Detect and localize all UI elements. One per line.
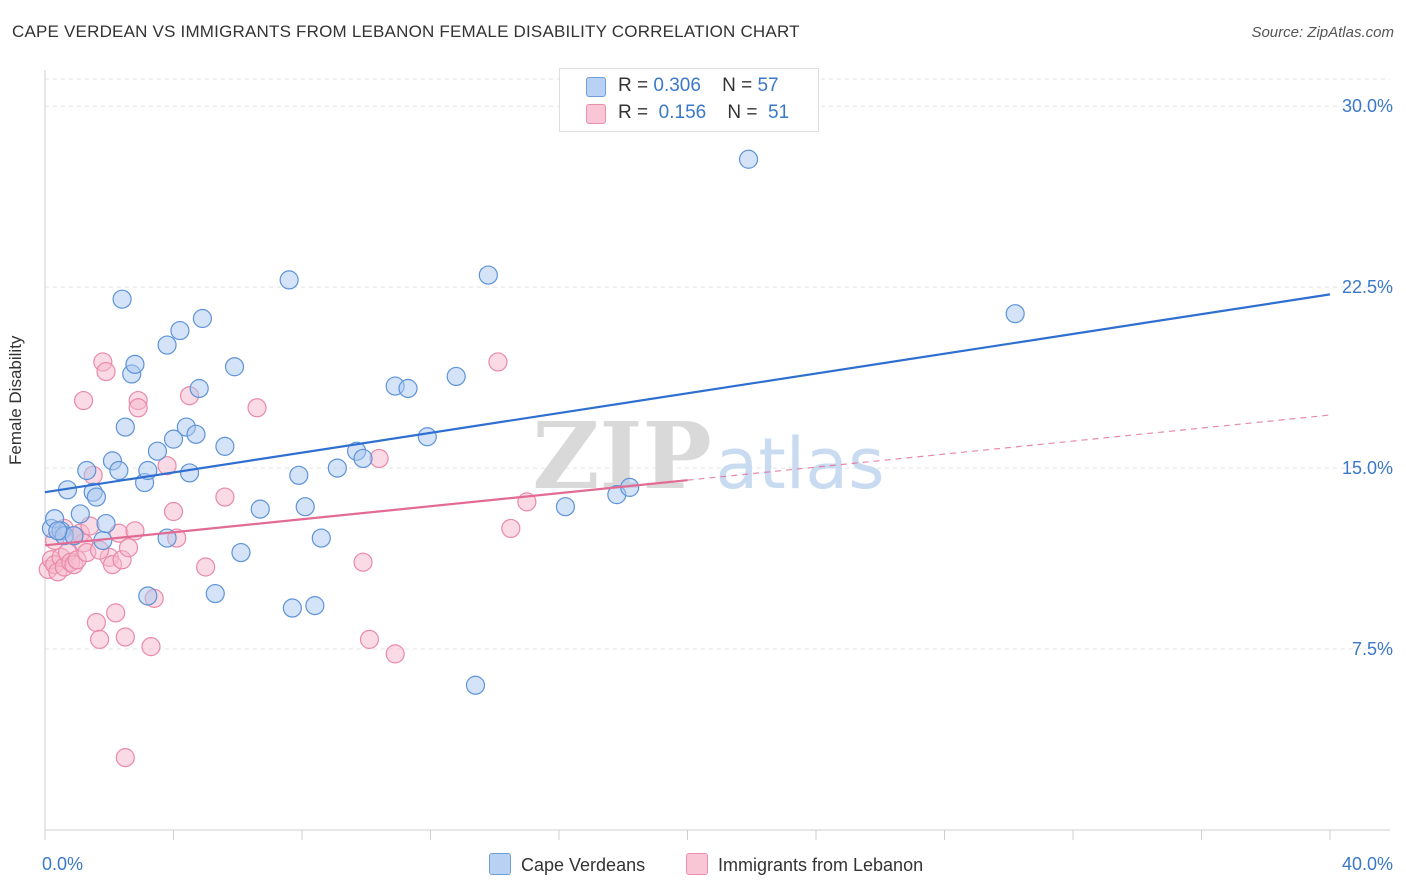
- capeverdean-point-11: [96, 513, 116, 534]
- legend-swatch-pink: [586, 104, 606, 124]
- lebanon-point-38: [353, 552, 373, 572]
- capeverdean-point-25: [170, 320, 190, 341]
- grid-lines: [45, 78, 1390, 650]
- lebanon-point-31: [157, 456, 177, 476]
- watermark-atlas: atlas: [715, 423, 884, 505]
- capeverdean-point-15: [115, 417, 135, 437]
- capeverdean-point-9: [86, 487, 107, 507]
- source-credit: Source: ZipAtlas.com: [1251, 24, 1394, 41]
- capeverdean-point-50: [478, 265, 498, 285]
- y-tick-label-1: 15.0%: [1342, 458, 1393, 478]
- lebanon-point-37: [247, 398, 267, 418]
- x-tick-label-start: 0.0%: [42, 854, 83, 874]
- capeverdean-point-54: [738, 149, 759, 169]
- bottom-legend-blue-label: Cape Verdeans: [521, 855, 646, 875]
- lebanon-point-42: [488, 352, 508, 372]
- chart-title: CAPE VERDEAN VS IMMIGRANTS FROM LEBANON …: [12, 22, 800, 41]
- blue-series-points: [41, 149, 1025, 695]
- lebanon-point-29: [141, 637, 161, 657]
- legend-pink-r-value: 0.156: [658, 102, 707, 123]
- lebanon-point-40: [369, 448, 389, 469]
- lebanon-point-36: [215, 487, 235, 507]
- capeverdean-point-38: [289, 465, 309, 485]
- capeverdean-point-49: [465, 675, 486, 695]
- capeverdean-trend-line: [44, 293, 1331, 494]
- capeverdean-point-24: [163, 429, 184, 449]
- capeverdean-point-40: [305, 596, 325, 616]
- capeverdean-point-27: [179, 463, 200, 483]
- capeverdean-point-36: [279, 270, 299, 290]
- legend-blue-n-label: N =: [722, 75, 753, 96]
- lebanon-point-21: [106, 603, 126, 623]
- lebanon-trend-extension: [687, 414, 1331, 481]
- capeverdean-point-14: [112, 289, 132, 309]
- lebanon-point-25: [118, 538, 139, 558]
- legend-swatch-blue: [586, 77, 606, 97]
- capeverdean-point-42: [327, 458, 347, 478]
- capeverdean-point-29: [189, 378, 209, 399]
- x-tick-label-end: 40.0%: [1342, 854, 1393, 874]
- bottom-legend-pink: Immigrants from Lebanon: [686, 853, 923, 876]
- capeverdean-point-7: [77, 460, 97, 481]
- legend-blue-r-value: 0.306: [653, 75, 701, 96]
- legend-pink-n-label: N =: [727, 102, 758, 123]
- bottom-legend-blue: Cape Verdeans: [489, 853, 645, 876]
- capeverdean-point-56: [48, 521, 68, 541]
- lebanon-point-16: [90, 629, 110, 649]
- trend-lines: [44, 293, 1331, 547]
- y-tick-label-3: 30.0%: [1342, 96, 1393, 116]
- legend-blue-r-label: R =: [618, 75, 649, 96]
- capeverdean-point-21: [147, 441, 168, 461]
- capeverdean-point-33: [224, 357, 245, 377]
- tick-labels: 7.5% 15.0% 22.5% 30.0% 0.0% 40.0%: [42, 96, 1393, 874]
- capeverdean-point-51: [555, 497, 576, 517]
- capeverdean-point-13: [109, 460, 129, 481]
- legend-pink-r-label: R =: [618, 102, 649, 123]
- capeverdean-point-23: [157, 335, 177, 355]
- capeverdean-point-41: [311, 528, 331, 548]
- capeverdean-point-31: [205, 583, 225, 604]
- capeverdean-point-32: [215, 436, 235, 456]
- capeverdean-point-47: [417, 427, 437, 447]
- capeverdean-point-37: [282, 598, 302, 618]
- capeverdean-point-20: [138, 586, 158, 606]
- lebanon-point-32: [163, 501, 184, 522]
- zipatlas-watermark: ZIP atlas: [532, 402, 884, 510]
- capeverdean-point-28: [186, 424, 206, 444]
- legend-blue-n-value: 57: [757, 75, 779, 96]
- pink-series-points: [38, 352, 537, 768]
- capeverdean-point-55: [1005, 304, 1025, 324]
- capeverdean-point-46: [398, 378, 418, 399]
- lebanon-point-43: [501, 518, 521, 539]
- lebanon-point-15: [86, 612, 107, 633]
- correlation-legend: R = 0.306 N = 57 R = 0.156 N = 51: [559, 68, 819, 132]
- lebanon-point-45: [73, 390, 94, 411]
- capeverdean-point-35: [250, 499, 270, 519]
- capeverdean-point-44: [353, 448, 373, 469]
- y-tick-label-2: 22.5%: [1342, 277, 1393, 297]
- lebanon-point-39: [359, 629, 380, 649]
- lebanon-point-26: [115, 748, 135, 768]
- lebanon-point-24: [115, 627, 135, 647]
- capeverdean-point-39: [295, 497, 315, 517]
- capeverdean-point-30: [192, 308, 213, 329]
- y-tick-label-0: 7.5%: [1352, 639, 1393, 659]
- legend-pink-n-value: 51: [768, 102, 790, 123]
- bottom-legend-swatch-pink: [686, 853, 708, 875]
- lebanon-point-35: [196, 557, 216, 577]
- lebanon-trend-line: [44, 479, 688, 547]
- capeverdean-point-48: [446, 366, 466, 387]
- bottom-legend-pink-label: Immigrants from Lebanon: [718, 855, 924, 875]
- lebanon-point-18: [96, 361, 116, 382]
- lebanon-point-41: [385, 644, 405, 664]
- lebanon-point-28: [128, 398, 148, 418]
- axes: [44, 70, 1390, 840]
- capeverdean-point-6: [70, 504, 90, 524]
- capeverdean-point-34: [231, 542, 251, 563]
- bottom-legend-swatch-blue: [489, 853, 511, 875]
- capeverdean-point-17: [125, 354, 145, 374]
